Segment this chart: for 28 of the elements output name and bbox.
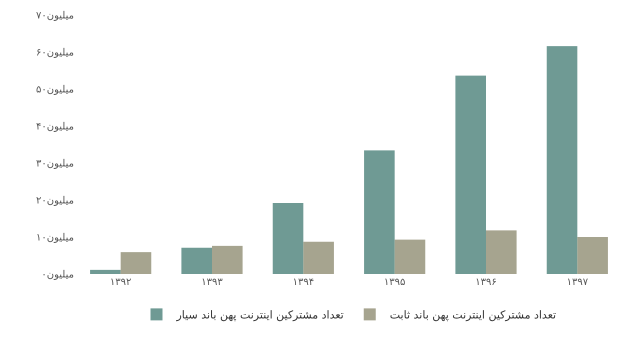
y-tick-label: ۶۰میلیون xyxy=(36,48,74,58)
bar xyxy=(272,202,304,274)
y-tick-label: ۷۰میلیون xyxy=(36,10,74,22)
y-tick-label: ۴۰میلیون xyxy=(36,122,74,132)
bar xyxy=(455,76,486,274)
x-tick-label: ۱۳۹۷ xyxy=(566,277,589,288)
legend-label: تعداد مشترکین اینترنت پهن باند ثابت xyxy=(390,308,556,322)
bar xyxy=(120,252,152,274)
y-tick-label: ۲۰میلیون xyxy=(36,196,74,206)
legend-label: تعداد مشترکین اینترنت پهن باند سیار xyxy=(176,308,344,322)
bar xyxy=(364,150,395,274)
y-tick-label: ۱۰میلیون xyxy=(36,232,74,244)
bar xyxy=(181,248,212,274)
bar xyxy=(212,246,243,274)
bar xyxy=(577,237,608,274)
bar xyxy=(303,242,334,274)
y-tick-label: ۰میلیون xyxy=(41,270,74,280)
bar xyxy=(546,46,578,274)
y-tick-label: ۵۰میلیون xyxy=(36,84,74,96)
x-tick-label: ۱۳۹۳ xyxy=(201,277,224,288)
x-tick-label: ۱۳۹۴ xyxy=(292,277,314,288)
x-tick-label: ۱۳۹۶ xyxy=(475,277,497,288)
bar xyxy=(486,230,517,274)
x-tick-label: ۱۳۹۲ xyxy=(110,277,132,288)
bar xyxy=(90,270,121,274)
bar xyxy=(394,240,426,274)
x-tick-label: ۱۳۹۵ xyxy=(384,277,406,288)
y-tick-label: ۳۰میلیون xyxy=(36,158,74,170)
